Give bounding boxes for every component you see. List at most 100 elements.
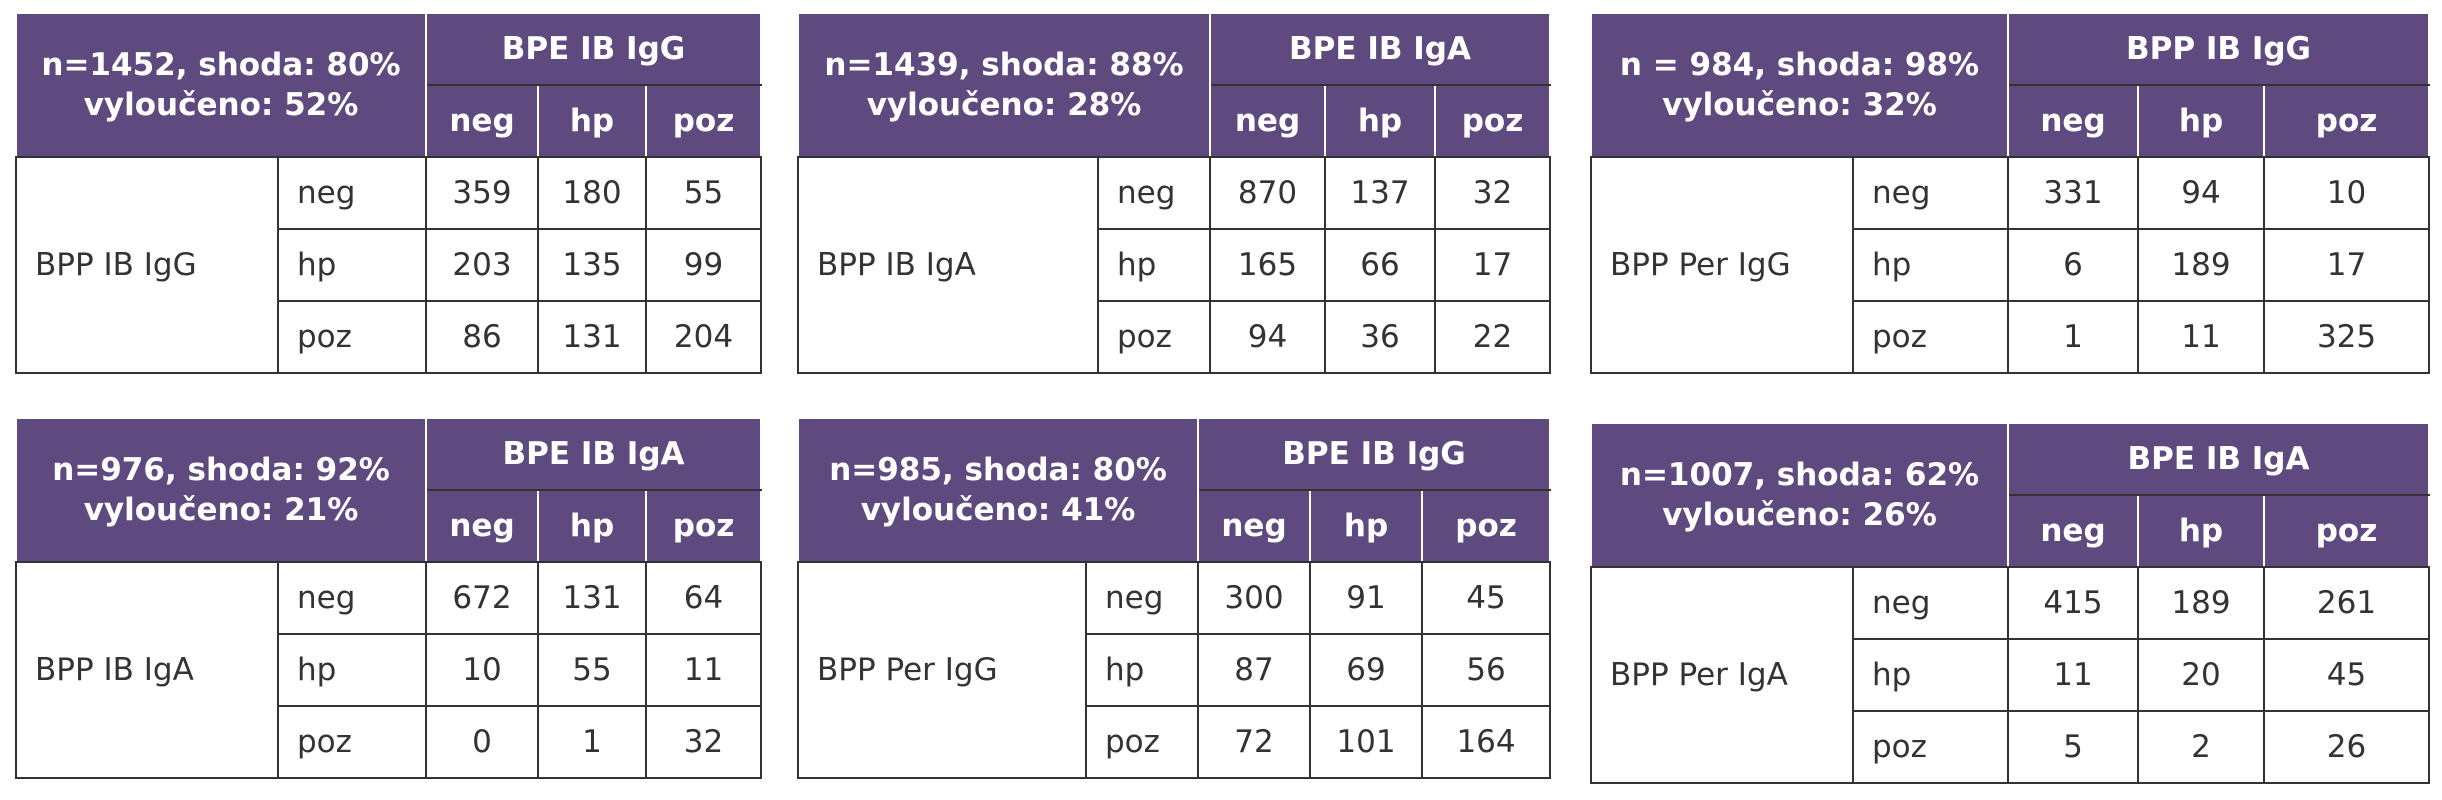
title-line: n=1007, shoda: 62% [1619, 457, 1980, 493]
cell: 2 [2137, 710, 2265, 784]
cell: 261 [2262, 566, 2431, 640]
data-table: n=1007, shoda: 62% vyloučeno: 26% BPE IB I… [1590, 422, 2431, 784]
row-label: poz [1852, 710, 2009, 784]
row-label: poz [1851, 300, 2010, 374]
column-header: poz [1421, 489, 1552, 563]
column-header: neg [425, 84, 539, 158]
cell: 17 [2263, 228, 2431, 302]
header-row: n=976, shoda: 92% vyloučeno: 21% BPE IB Ig… [14, 417, 763, 563]
column-group: BPE IB IgG [424, 12, 763, 86]
body-row: poz 0 1 32 [16, 705, 763, 779]
column-group: BPP IB IgG [2007, 12, 2431, 86]
cell: 325 [2263, 300, 2431, 374]
title-line: vyloučeno: 41% [860, 492, 1136, 528]
cell: 1 [2007, 300, 2140, 374]
cell: 36 [1324, 300, 1436, 374]
row-group: BPP IB IgA [15, 561, 279, 779]
table-title: n=976, shoda: 92% vyloučeno: 21% [14, 417, 428, 563]
cell: 204 [644, 300, 763, 374]
cell: 26 [2262, 710, 2431, 784]
header-row: n=985, shoda: 80% vyloučeno: 41% BPE IB Ig… [796, 417, 1552, 563]
cell: 91 [1309, 561, 1424, 635]
body-row: BPP Per IgG neg 300 91 45 [797, 561, 1552, 779]
cell: 300 [1197, 561, 1312, 635]
column-header: neg [2007, 494, 2139, 568]
header-row: neg hp poz [1591, 494, 2431, 568]
cell: 415 [2007, 566, 2139, 640]
row-label: hp [1097, 228, 1211, 302]
row-label: poz [1084, 705, 1200, 779]
cell: 99 [644, 228, 763, 302]
cell: 72 [1197, 705, 1312, 779]
column-group: BPE IB IgA [1208, 12, 1552, 86]
row-label: hp [1852, 638, 2009, 712]
column-header: hp [537, 489, 648, 563]
cell: 672 [425, 561, 540, 635]
cell: 32 [1433, 156, 1552, 230]
row-label: neg [276, 561, 428, 635]
header-row: neg hp poz [1591, 84, 2431, 158]
row-label: poz [1097, 300, 1211, 374]
cell: 20 [2137, 638, 2265, 712]
cell: 45 [1421, 561, 1552, 635]
cell: 180 [537, 156, 647, 230]
body-row: hp 87 69 56 [798, 633, 1552, 707]
title-line: vyloučeno: 28% [866, 87, 1142, 123]
row-label: neg [277, 156, 427, 230]
cell: 203 [425, 228, 539, 302]
column-header: poz [2263, 84, 2431, 158]
body-row: hp 10 55 11 [16, 633, 763, 707]
cell: 66 [1324, 228, 1436, 302]
column-header: poz [644, 84, 763, 158]
body-row: hp 165 66 17 [798, 228, 1552, 302]
header-row: neg hp poz [16, 84, 763, 158]
cell: 0 [425, 705, 540, 779]
column-group: BPE IB IgA [2006, 422, 2431, 496]
data-table: n=1452, shoda: 80% vyloučeno: 52% BPE IB I… [15, 12, 763, 374]
body-row: hp 203 135 99 [16, 228, 763, 302]
cell: 137 [1324, 156, 1436, 230]
cell: 135 [537, 228, 647, 302]
body-row: BPP IB IgG neg 359 180 55 [15, 156, 763, 374]
title-line: vyloučeno: 21% [83, 492, 359, 528]
row-group: BPP Per IgG [797, 561, 1087, 779]
cell: 189 [2137, 228, 2266, 302]
header-row: n = 984, shoda: 98% vyloučeno: 32% BPP IB … [1589, 12, 2431, 158]
cell: 56 [1421, 633, 1552, 707]
title-line: n = 984, shoda: 98% [1619, 47, 1980, 83]
data-table: n=1439, shoda: 88% vyloučeno: 28% BPE IB I… [797, 12, 1552, 374]
column-header: hp [2137, 494, 2265, 568]
column-group: BPE IB IgA [425, 417, 763, 491]
cell: 69 [1309, 633, 1424, 707]
cell: 10 [425, 633, 540, 707]
cell: 164 [1421, 705, 1552, 779]
column-header: hp [1309, 489, 1424, 563]
cell: 11 [2007, 638, 2139, 712]
data-table: n = 984, shoda: 98% vyloučeno: 32% BPP IB … [1589, 12, 2431, 374]
row-label: poz [277, 300, 427, 374]
row-label: neg [1097, 156, 1211, 230]
column-header: hp [537, 84, 647, 158]
cell: 101 [1309, 705, 1424, 779]
cell: 11 [645, 633, 763, 707]
column-header: neg [425, 489, 540, 563]
row-label: hp [276, 633, 428, 707]
header-row: neg hp poz [16, 489, 763, 563]
body-row: poz 94 36 22 [798, 300, 1552, 374]
body-row: hp 11 20 45 [1591, 638, 2431, 712]
cell: 1 [537, 705, 648, 779]
row-label: hp [277, 228, 427, 302]
column-header: poz [645, 489, 763, 563]
body-row: poz 1 11 325 [1591, 300, 2431, 374]
row-group: BPP IB IgA [797, 156, 1099, 374]
body-row: BPP IB IgA neg 672 131 64 [15, 561, 763, 779]
title-line: vyloučeno: 52% [83, 87, 359, 123]
title-line: n=1439, shoda: 88% [824, 47, 1184, 83]
title-line: n=985, shoda: 80% [829, 452, 1167, 488]
row-label: neg [1852, 566, 2009, 640]
cell: 5 [2007, 710, 2139, 784]
row-group: BPP Per IgG [1590, 156, 1854, 374]
column-group: BPE IB IgG [1197, 417, 1552, 491]
row-group: BPP IB IgG [15, 156, 279, 374]
cell: 55 [537, 633, 648, 707]
